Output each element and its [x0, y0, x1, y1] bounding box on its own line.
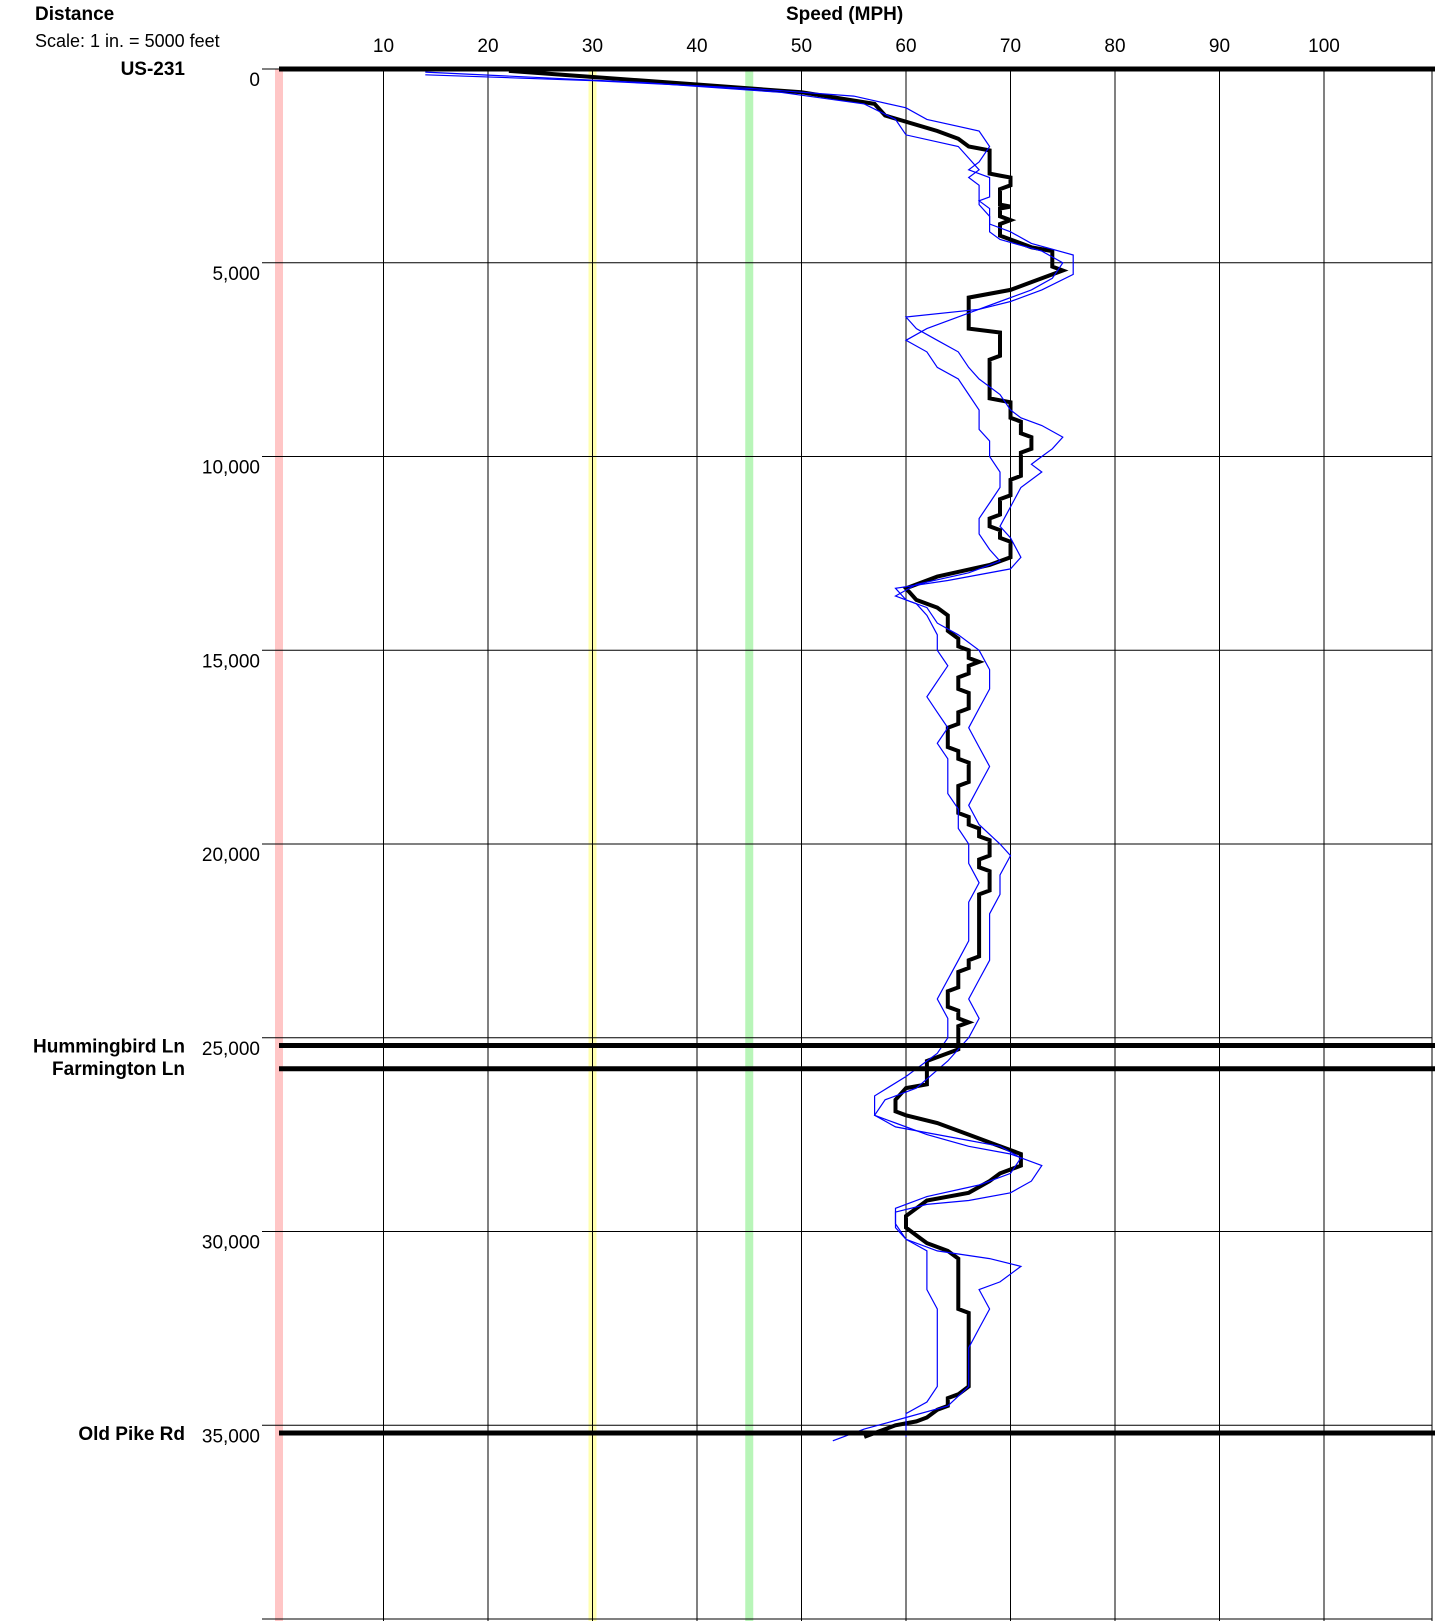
road-label: Hummingbird Ln — [33, 1037, 185, 1058]
road-label: Farmington Ln — [52, 1059, 185, 1080]
speed-tick-label: 80 — [1104, 36, 1125, 57]
road-label: US-231 — [121, 59, 186, 80]
distance-tick-label: 30,000 — [202, 1233, 260, 1254]
speed-tick-label: 90 — [1209, 36, 1230, 57]
distance-tick-label: 20,000 — [202, 845, 260, 866]
speed-series-1 — [425, 74, 1074, 1442]
speed-tick-label: 100 — [1308, 36, 1340, 57]
speed-tick-label: 50 — [791, 36, 812, 57]
speed-axis-title: Speed (MPH) — [786, 4, 904, 25]
road-label: Old Pike Rd — [78, 1424, 185, 1445]
speed-series-2 — [425, 71, 1064, 1437]
speed-tick-label: 10 — [373, 36, 394, 57]
speed-tick-label: 20 — [477, 36, 498, 57]
speed-tick-label: 70 — [1000, 36, 1021, 57]
distance-axis-title: Distance — [35, 4, 115, 25]
distance-tick-label: 35,000 — [202, 1426, 260, 1447]
speed-tick-label: 60 — [895, 36, 916, 57]
speed-tick-label: 30 — [582, 36, 603, 57]
speed-tick-label: 40 — [686, 36, 707, 57]
distance-tick-label: 25,000 — [202, 1039, 260, 1060]
distance-tick-label: 0 — [249, 70, 260, 91]
scale-note: Scale: 1 in. = 5000 feet — [35, 31, 220, 51]
distance-tick-label: 5,000 — [212, 264, 260, 285]
distance-tick-label: 15,000 — [202, 651, 260, 672]
distance-tick-label: 10,000 — [202, 458, 260, 479]
